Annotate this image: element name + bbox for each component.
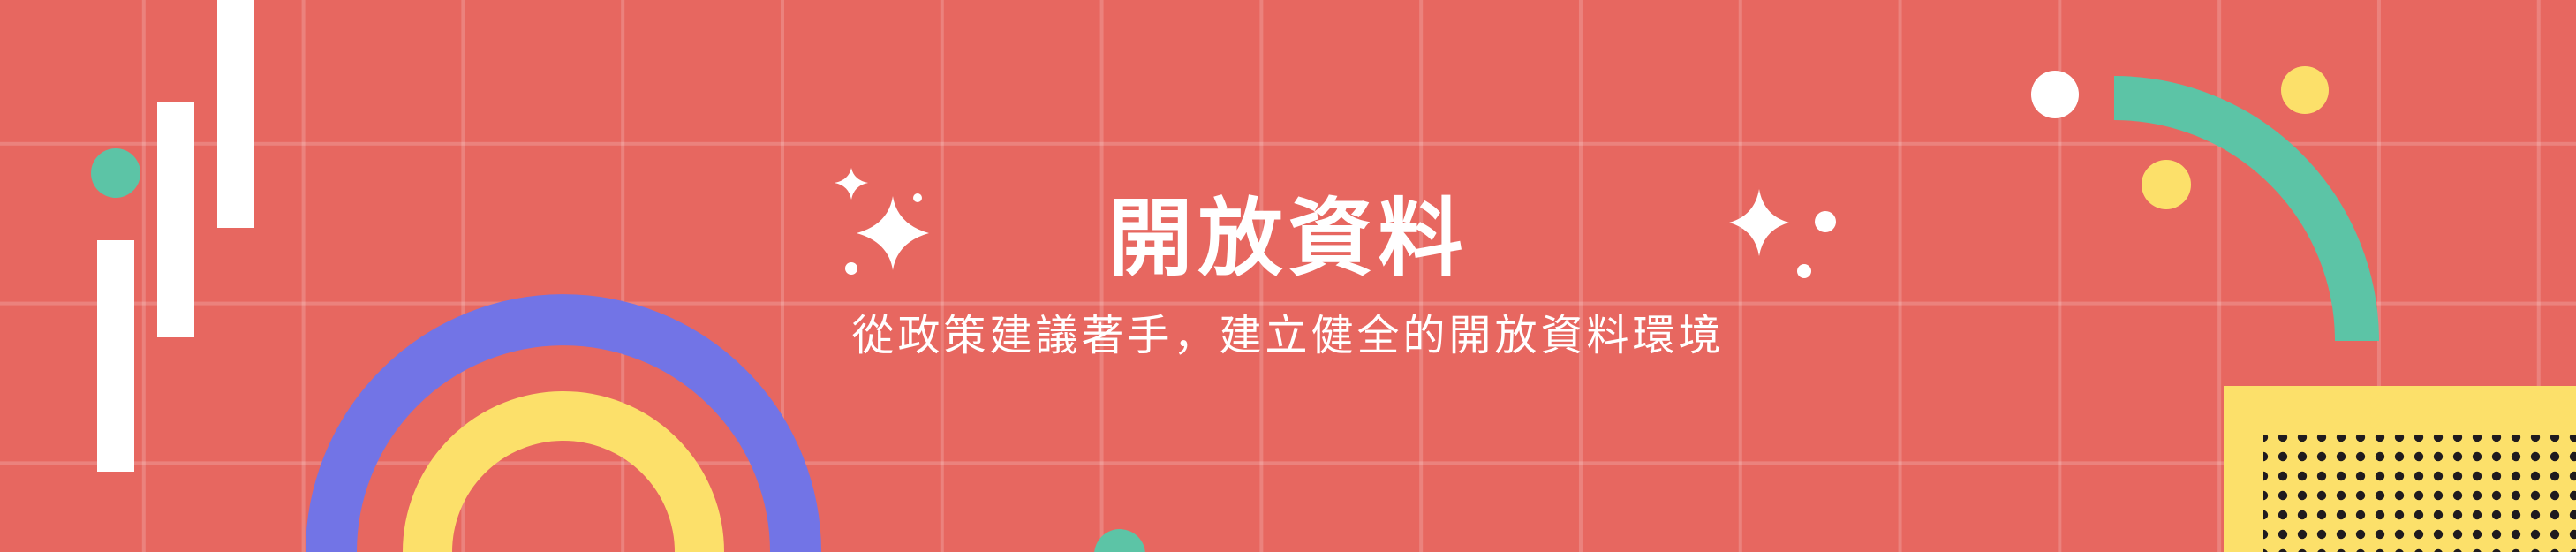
- yellow-dot-right-top: [2281, 66, 2329, 114]
- green-dot-bottom: [1094, 529, 1145, 552]
- white-dot-right: [2031, 71, 2079, 118]
- dot-pattern: [2263, 435, 2576, 552]
- banner-title: 開放資料: [1107, 189, 1469, 288]
- yellow-arch: [403, 391, 724, 552]
- yellow-block: [2224, 386, 2576, 552]
- banner-subtitle: 從政策建議著手，建立健全的開放資料環境: [851, 311, 1725, 360]
